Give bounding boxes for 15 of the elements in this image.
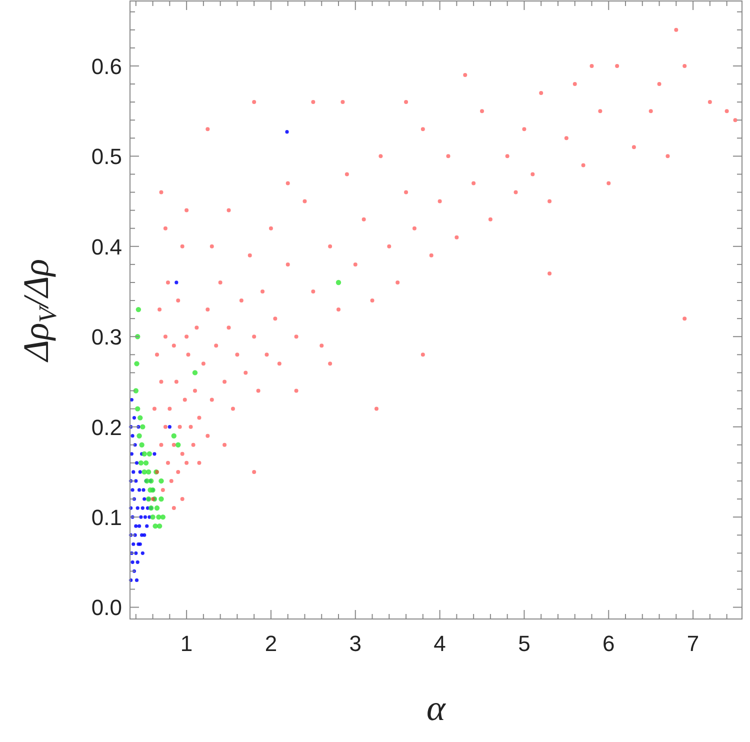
y-tick-label: 0.6 (91, 54, 122, 79)
y-tick-label: 0.0 (91, 595, 122, 620)
y-tick-label: 0.2 (91, 414, 122, 440)
x-tick-label: 7 (686, 631, 700, 656)
x-tick-label: 1 (180, 631, 193, 656)
y-tick-label: 0.3 (91, 324, 122, 350)
x-tick-label: 2 (264, 631, 278, 656)
y-tick-label: 0.1 (91, 504, 122, 530)
y-tick-label: 0.5 (91, 144, 122, 170)
x-tick-label: 3 (349, 631, 362, 656)
x-axis-title: α (426, 688, 447, 728)
x-tick-label: 5 (518, 631, 530, 656)
x-tick-label: 6 (602, 631, 615, 656)
x-tick-label: 4 (434, 631, 446, 656)
y-tick-label: 0.4 (91, 234, 122, 260)
